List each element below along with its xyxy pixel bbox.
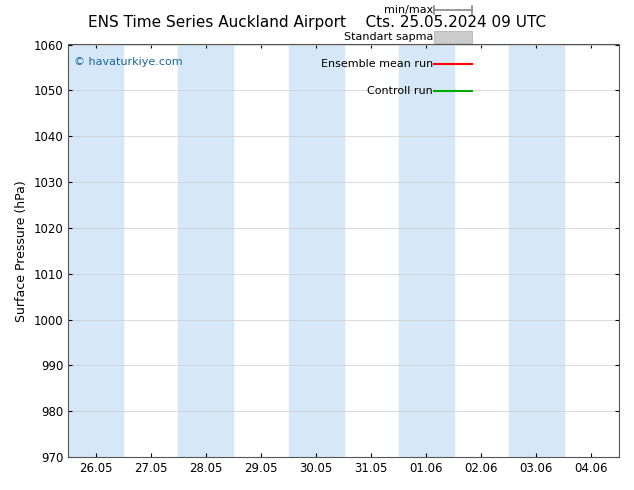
Text: Controll run: Controll run: [367, 86, 433, 96]
Text: Standart sapma: Standart sapma: [344, 32, 433, 42]
Bar: [509, 45, 564, 457]
Y-axis label: Surface Pressure (hPa): Surface Pressure (hPa): [15, 180, 28, 322]
Bar: [288, 45, 344, 457]
Text: Ensemble mean run: Ensemble mean run: [321, 59, 433, 69]
Text: © havaturkiye.com: © havaturkiye.com: [74, 57, 183, 67]
Bar: [399, 45, 454, 457]
Bar: [68, 45, 123, 457]
Bar: [178, 45, 233, 457]
Text: ENS Time Series Auckland Airport    Cts. 25.05.2024 09 UTC: ENS Time Series Auckland Airport Cts. 25…: [88, 15, 546, 30]
Text: min/max: min/max: [384, 5, 433, 15]
